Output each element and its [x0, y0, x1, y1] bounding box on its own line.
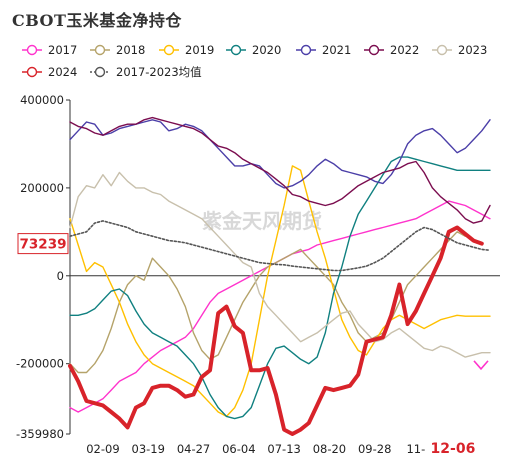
legend-item-2020: 2020: [226, 43, 281, 57]
highlight-box: [17, 233, 69, 255]
legend-label: 2018: [116, 43, 145, 57]
y-tick-label: 400000: [20, 93, 64, 107]
x-tick-label: 11-: [406, 442, 425, 456]
legend-item-2022: 2022: [364, 43, 419, 57]
series-line-2022: [69, 116, 491, 224]
legend-swatch-marker: [26, 44, 38, 56]
legend-swatch-marker: [436, 44, 448, 56]
series-line-2024: [68, 225, 484, 436]
series-line-2018: [69, 231, 466, 374]
y-tick-label: 200000: [20, 181, 64, 195]
legend-swatch-marker: [26, 66, 38, 78]
y-tick-label: -200000: [16, 357, 64, 371]
legend-swatch-marker: [300, 44, 312, 56]
legend-label: 2023: [458, 43, 487, 57]
x-tick-label: 12-06: [431, 441, 476, 457]
y-tick-label: 0: [57, 269, 64, 283]
legend-item-2017-2023均值: 2017-2023均值: [90, 65, 202, 79]
series-line-2017-2023均值: [69, 220, 491, 272]
legend-label: 2017: [48, 43, 77, 57]
legend-swatch-marker: [94, 66, 106, 78]
legend-swatch-marker: [94, 44, 106, 56]
x-tick-label: 07-13: [267, 442, 300, 456]
legend-label: 2019: [185, 43, 214, 57]
y-tick-label: -359980: [16, 427, 64, 441]
legend-label: 2021: [322, 43, 351, 57]
watermark-text: 紫金天风期货: [202, 209, 322, 233]
x-tick-label: 04-27: [177, 442, 210, 456]
legend-item-2023: 2023: [432, 43, 487, 57]
x-tick-label: 02-09: [86, 442, 119, 456]
highlight-value-label: 73239: [20, 237, 67, 253]
x-tick-label: 06-04: [222, 442, 255, 456]
series-line-2021: [69, 119, 491, 189]
x-tick-label: 03-19: [132, 442, 165, 456]
x-tick-label: 09-28: [358, 442, 391, 456]
legend-label: 2024: [48, 65, 77, 79]
x-tick-label: 08-20: [313, 442, 346, 456]
series-line-2019: [69, 165, 491, 418]
legend-swatch-marker: [163, 44, 175, 56]
legend-item-2024: 2024: [22, 65, 77, 79]
legend-item-2019: 2019: [159, 43, 214, 57]
legend-item-2017: 2017: [22, 43, 77, 57]
legend-item-2018: 2018: [90, 43, 145, 57]
legend-swatch-marker: [368, 44, 380, 56]
legend-label: 2017-2023均值: [116, 65, 202, 79]
legend-label: 2020: [252, 43, 281, 57]
legend-swatch-marker: [230, 44, 242, 56]
series-line-2020: [69, 156, 491, 420]
series-line-2023: [69, 171, 491, 358]
legend-label: 2022: [390, 43, 419, 57]
chart-title: CBOT玉米基金净持仓: [12, 11, 182, 30]
legend-item-2021: 2021: [296, 43, 351, 57]
marker-2024-arrow: [473, 360, 489, 371]
